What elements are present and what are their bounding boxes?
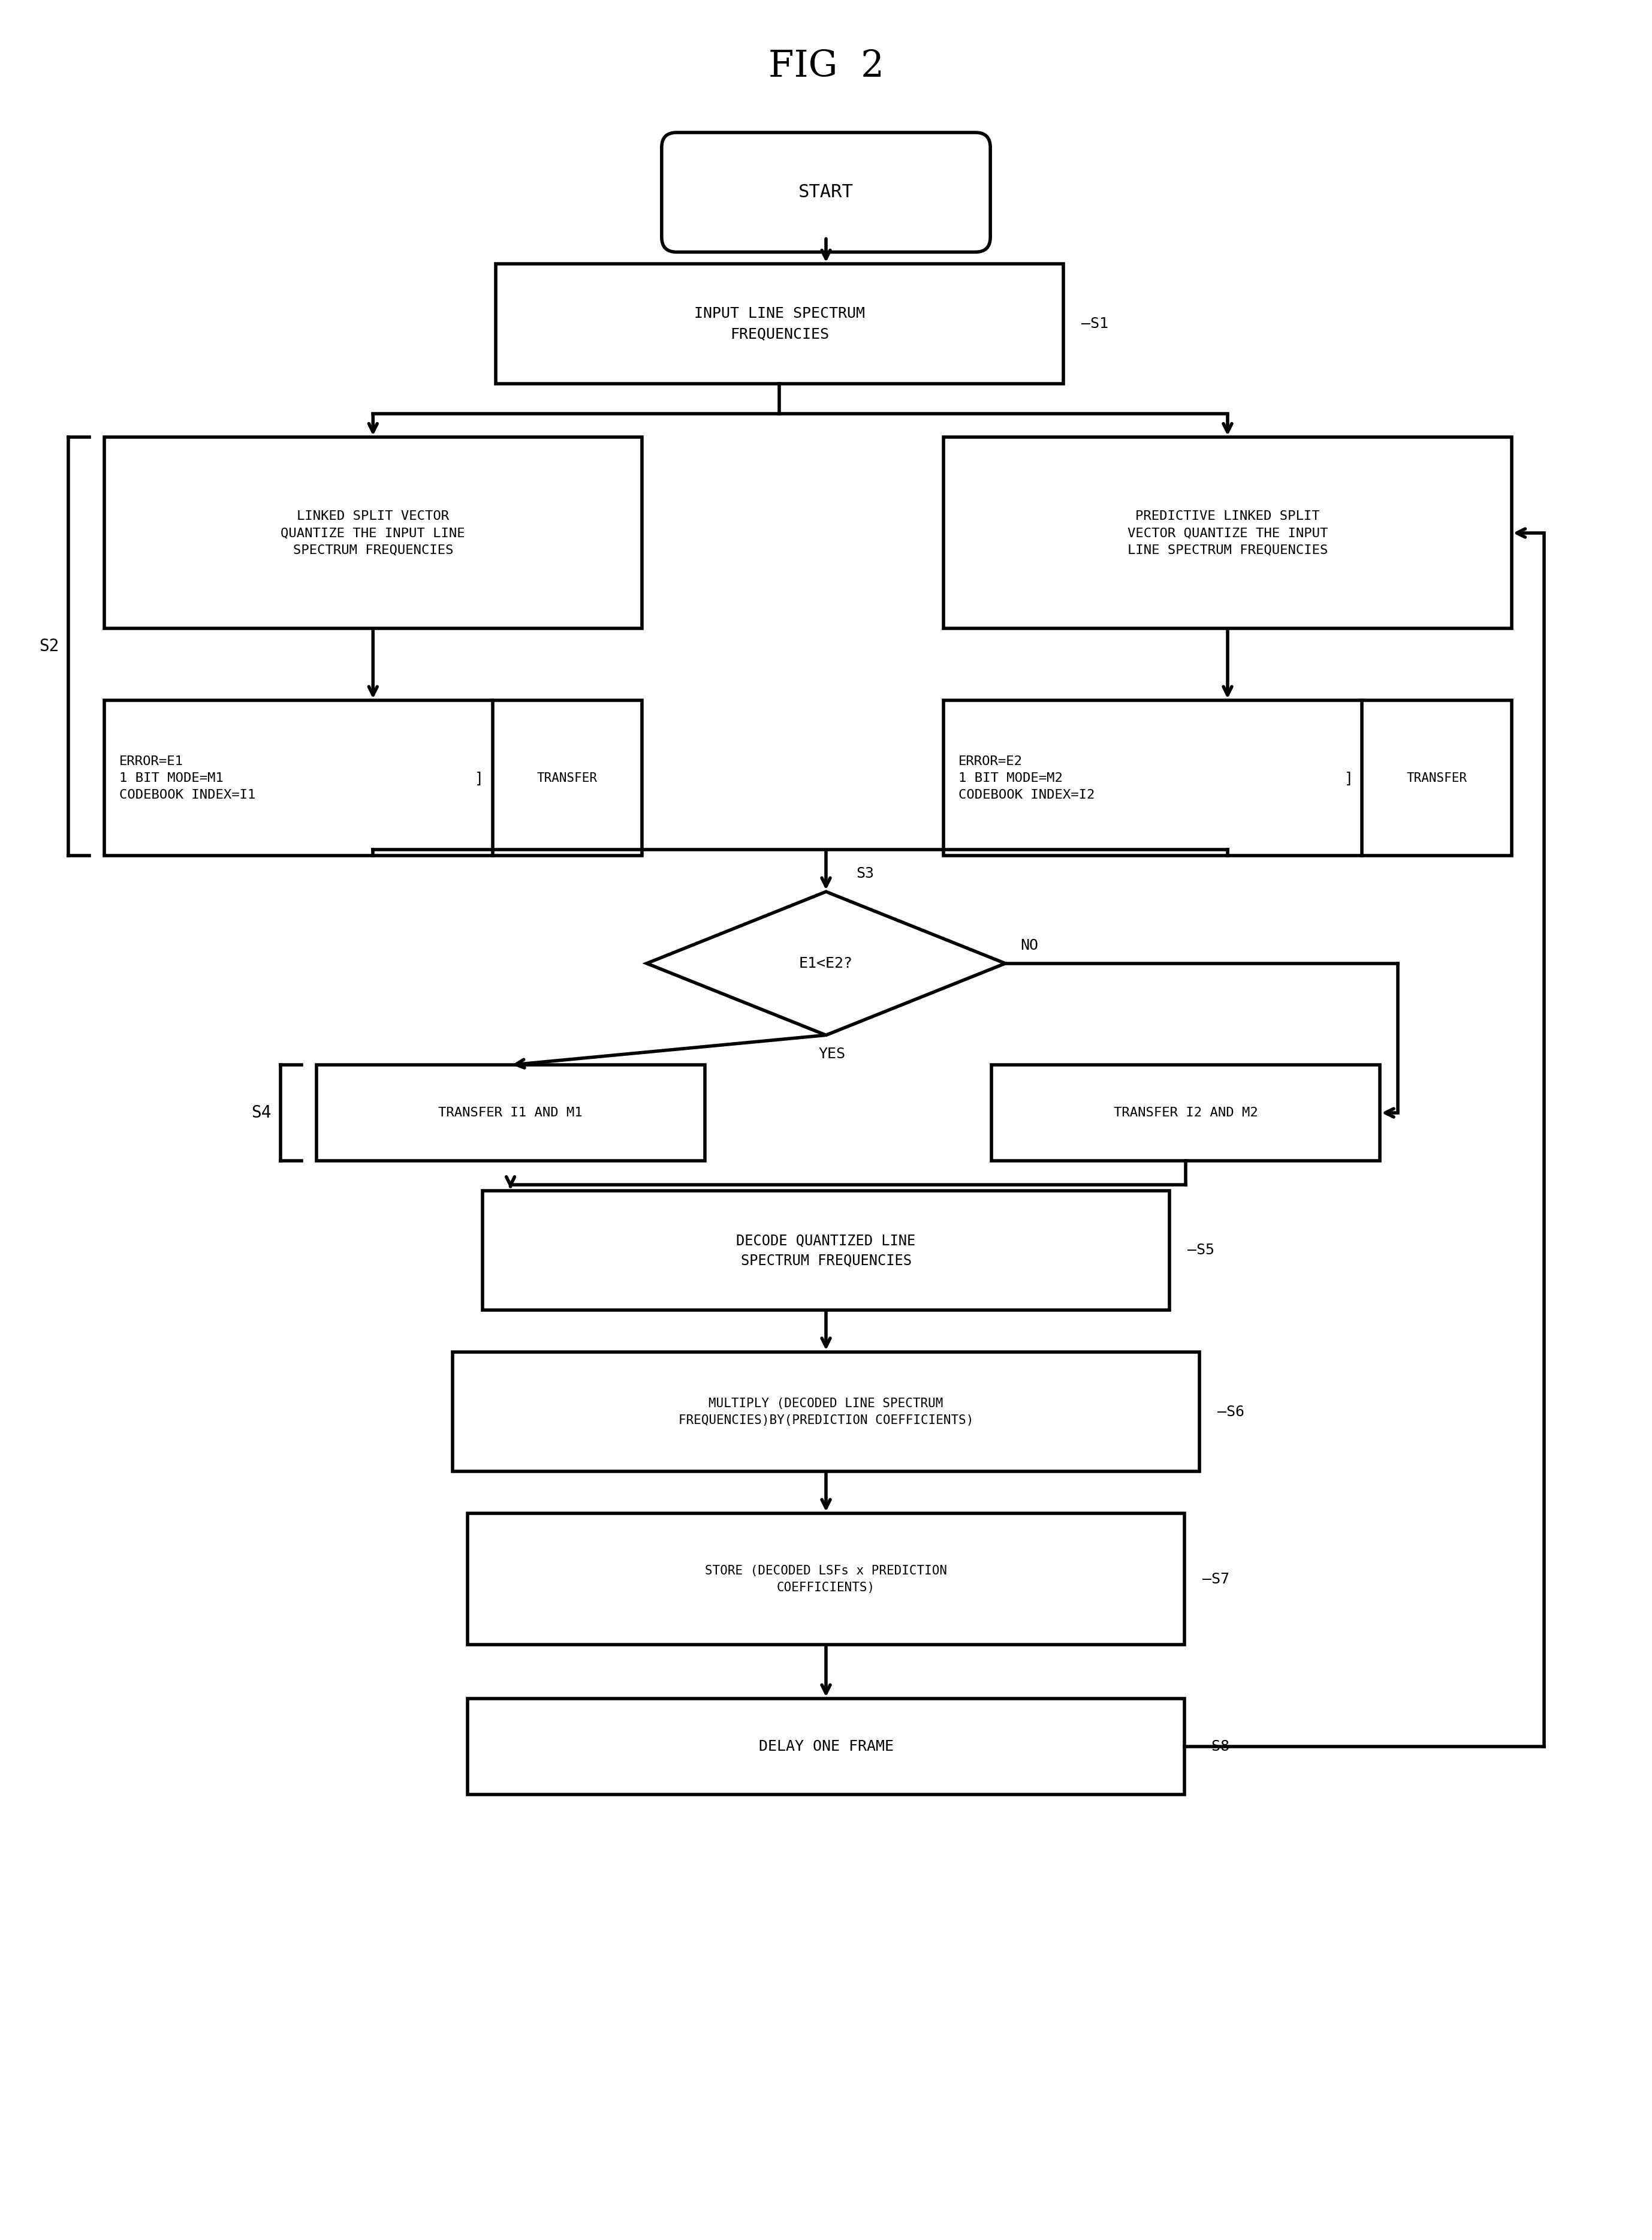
Text: YES: YES (818, 1046, 846, 1062)
FancyBboxPatch shape (943, 437, 1512, 629)
Polygon shape (646, 892, 1006, 1035)
Text: ERROR=E1
1 BIT MODE=M1
CODEBOOK INDEX=I1: ERROR=E1 1 BIT MODE=M1 CODEBOOK INDEX=I1 (119, 755, 256, 802)
FancyBboxPatch shape (943, 701, 1512, 856)
Text: FIG  2: FIG 2 (768, 49, 884, 85)
FancyBboxPatch shape (662, 132, 990, 253)
Text: E1<E2?: E1<E2? (800, 956, 852, 970)
Text: START: START (798, 184, 854, 202)
Text: TRANSFER: TRANSFER (537, 773, 598, 784)
Text: STORE (DECODED LSFs x PREDICTION
COEFFICIENTS): STORE (DECODED LSFs x PREDICTION COEFFIC… (705, 1566, 947, 1593)
Text: TRANSFER I1 AND M1: TRANSFER I1 AND M1 (438, 1107, 583, 1118)
Text: MULTIPLY (DECODED LINE SPECTRUM
FREQUENCIES)BY(PREDICTION COEFFICIENTS): MULTIPLY (DECODED LINE SPECTRUM FREQUENC… (679, 1398, 973, 1427)
FancyBboxPatch shape (482, 1189, 1170, 1310)
FancyBboxPatch shape (104, 701, 643, 856)
Text: —S6: —S6 (1218, 1404, 1244, 1418)
Text: —S1: —S1 (1080, 316, 1108, 332)
FancyBboxPatch shape (468, 1698, 1184, 1794)
FancyBboxPatch shape (453, 1353, 1199, 1472)
Text: INPUT LINE SPECTRUM
FREQUENCIES: INPUT LINE SPECTRUM FREQUENCIES (694, 307, 864, 340)
Text: PREDICTIVE LINKED SPLIT
VECTOR QUANTIZE THE INPUT
LINE SPECTRUM FREQUENCIES: PREDICTIVE LINKED SPLIT VECTOR QUANTIZE … (1127, 511, 1328, 556)
Text: DECODE QUANTIZED LINE
SPECTRUM FREQUENCIES: DECODE QUANTIZED LINE SPECTRUM FREQUENCI… (737, 1232, 915, 1268)
Text: TRANSFER: TRANSFER (1406, 773, 1467, 784)
Text: DELAY ONE FRAME: DELAY ONE FRAME (758, 1738, 894, 1754)
Text: S2: S2 (40, 638, 59, 654)
Text: TRANSFER I2 AND M2: TRANSFER I2 AND M2 (1113, 1107, 1257, 1118)
FancyBboxPatch shape (104, 437, 643, 629)
Text: —S5: —S5 (1188, 1243, 1214, 1257)
FancyBboxPatch shape (991, 1064, 1379, 1160)
Text: NO: NO (1021, 939, 1037, 952)
Text: ]: ] (1345, 771, 1353, 786)
Text: ]: ] (474, 771, 484, 786)
FancyBboxPatch shape (316, 1064, 705, 1160)
FancyBboxPatch shape (468, 1514, 1184, 1644)
Text: ERROR=E2
1 BIT MODE=M2
CODEBOOK INDEX=I2: ERROR=E2 1 BIT MODE=M2 CODEBOOK INDEX=I2 (958, 755, 1095, 802)
Text: LINKED SPLIT VECTOR
QUANTIZE THE INPUT LINE
SPECTRUM FREQUENCIES: LINKED SPLIT VECTOR QUANTIZE THE INPUT L… (281, 511, 466, 556)
Text: —S8: —S8 (1203, 1738, 1229, 1754)
FancyBboxPatch shape (496, 264, 1064, 383)
Text: —S7: —S7 (1203, 1572, 1229, 1586)
Text: S3: S3 (856, 867, 874, 880)
Text: S4: S4 (251, 1104, 271, 1122)
